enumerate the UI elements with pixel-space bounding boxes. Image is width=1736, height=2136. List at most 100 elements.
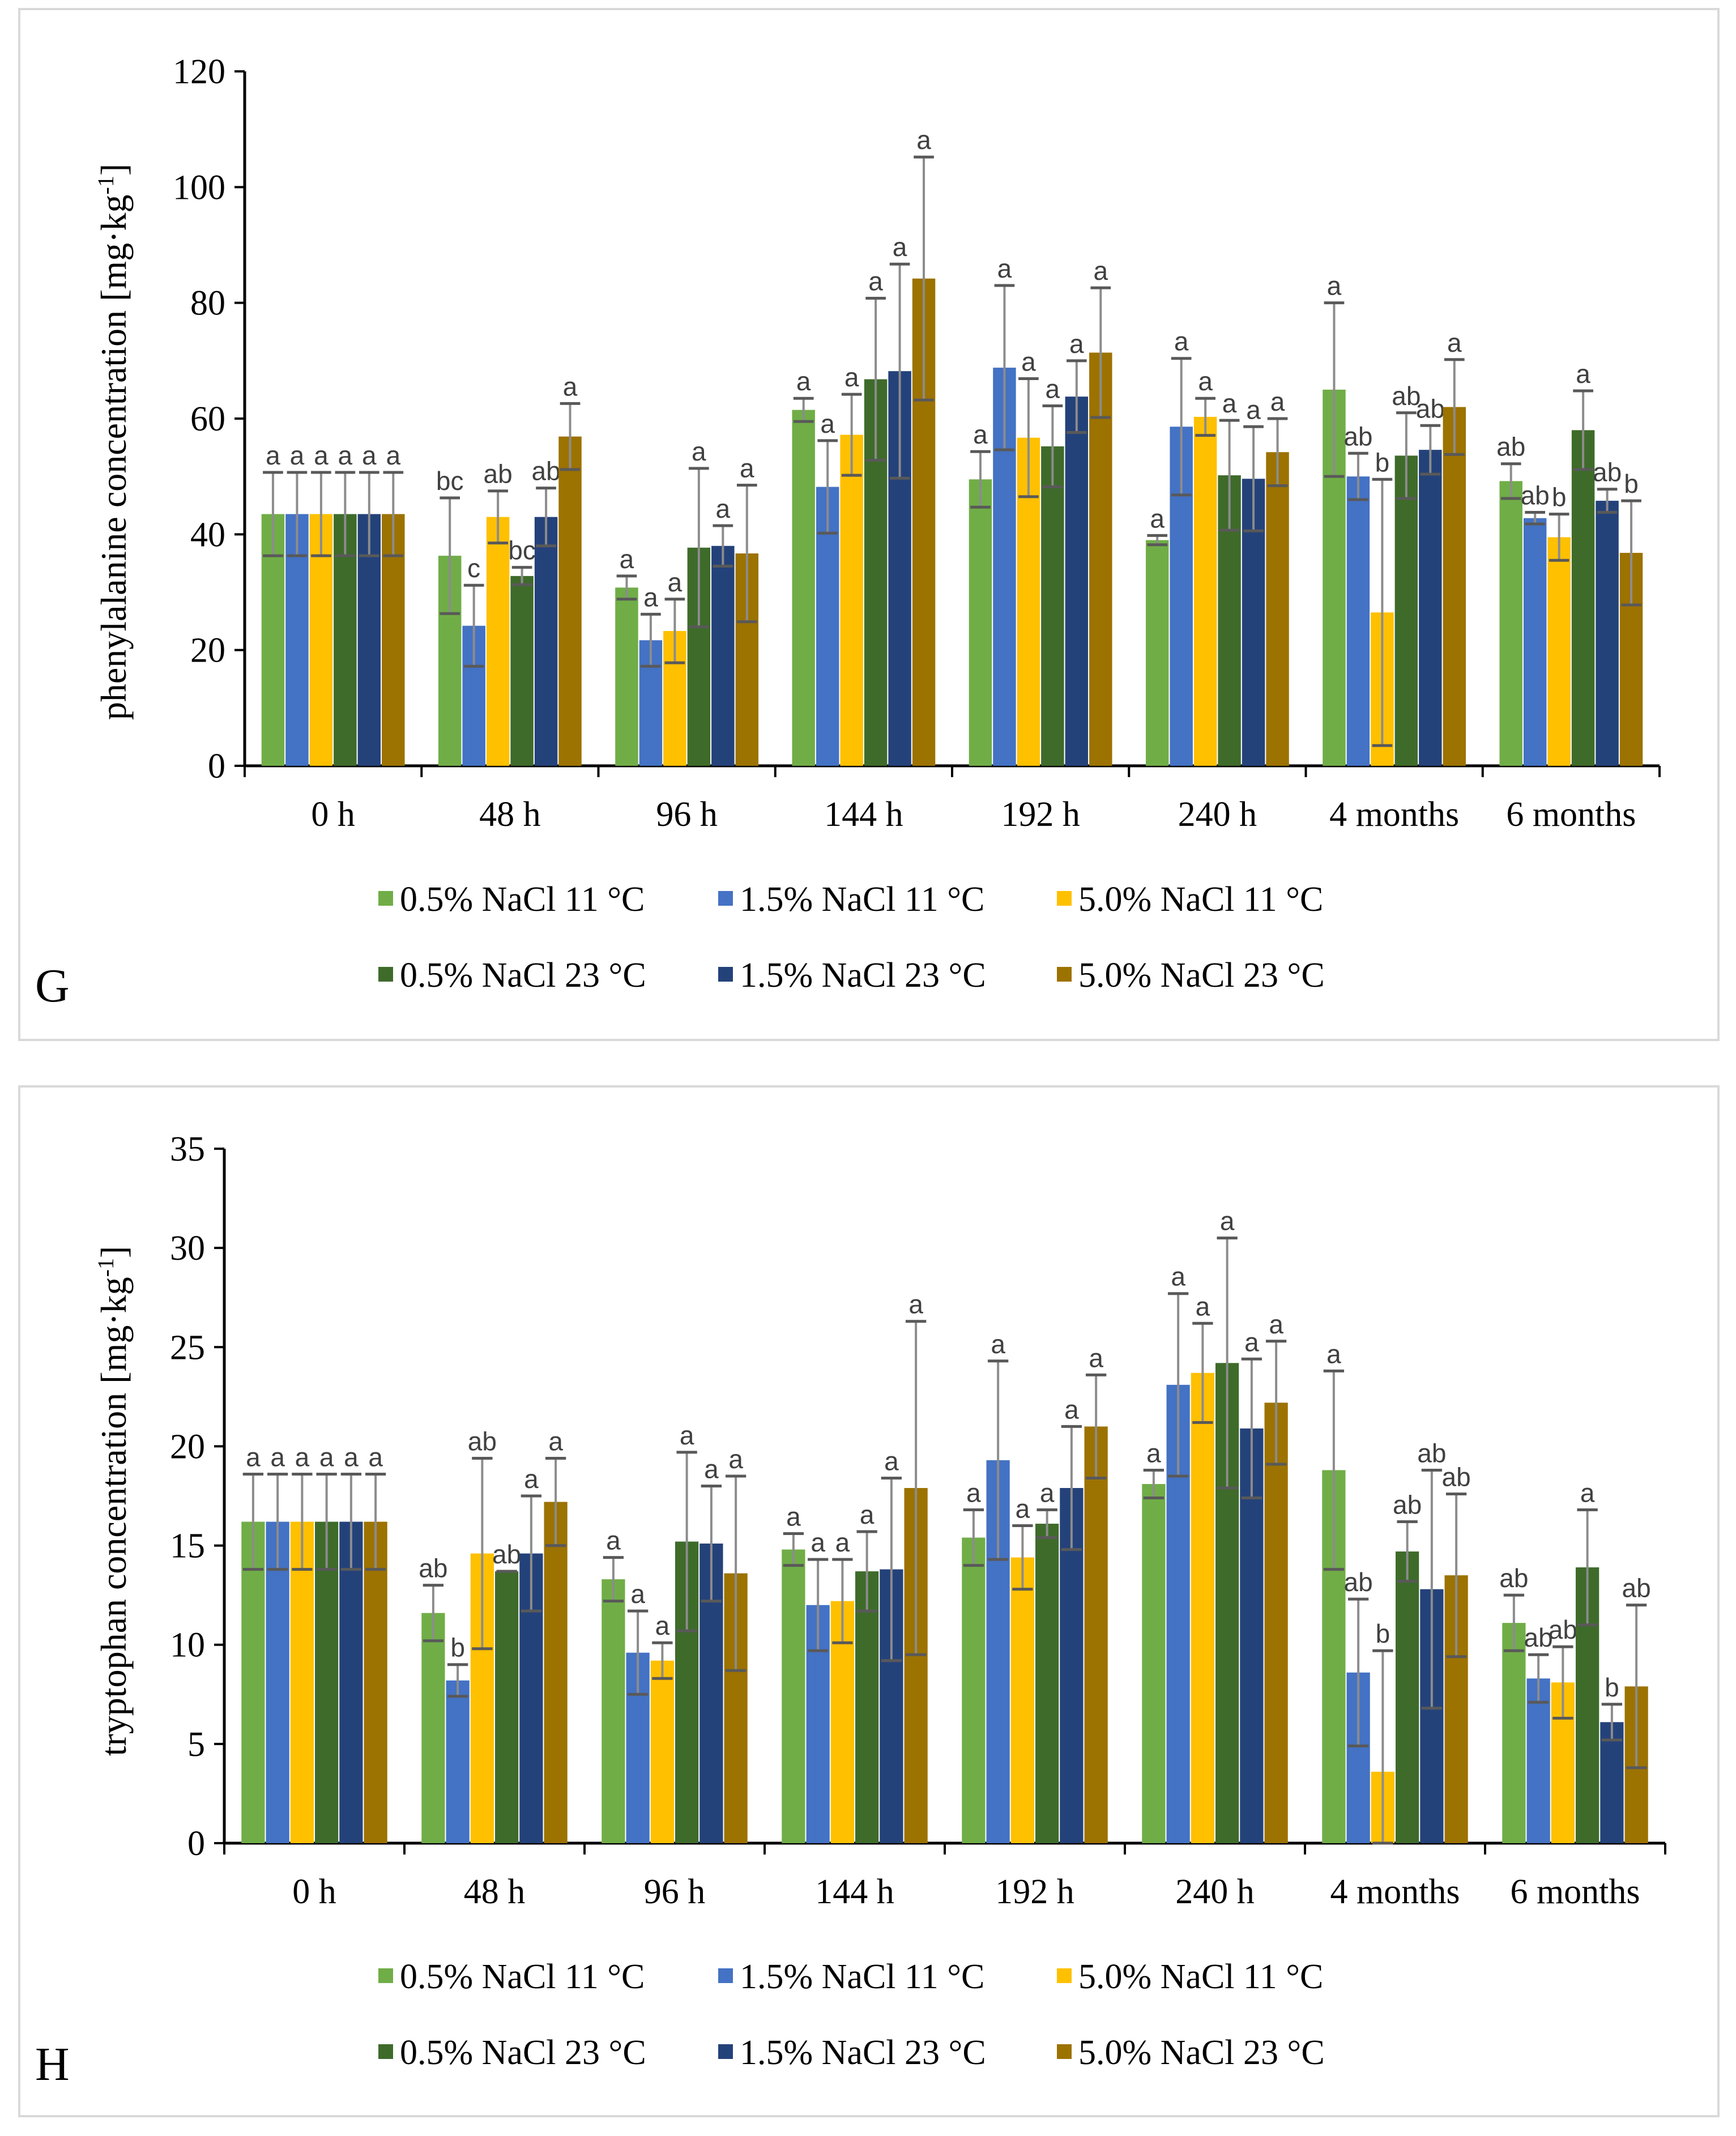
legend-label-1: 1.5% NaCl 11 °C	[740, 1958, 984, 1996]
legend-label-3: 0.5% NaCl 23 °C	[400, 2033, 646, 2072]
bar	[421, 1613, 445, 1843]
bar	[510, 575, 534, 766]
significance-label: a	[1327, 271, 1342, 301]
y-tick-label: 0	[208, 747, 225, 786]
significance-label: ab	[1344, 1567, 1373, 1597]
svg-text:phenylalanine concentration [m: phenylalanine concentration [mg·kg-1]	[93, 164, 134, 720]
significance-label: a	[643, 582, 658, 612]
significance-label: ab	[1622, 1574, 1651, 1603]
significance-label: a	[966, 1478, 981, 1508]
bar	[1145, 540, 1169, 766]
legend-label-5: 5.0% NaCl 23 °C	[1078, 956, 1325, 995]
x-tick-label: 192 h	[1001, 795, 1080, 834]
y-tick-label: 20	[190, 632, 225, 670]
significance-label: a	[319, 1442, 334, 1472]
significance-label: a	[1046, 374, 1060, 404]
legend-label-0: 0.5% NaCl 11 °C	[400, 880, 645, 919]
bar	[1089, 352, 1112, 766]
x-tick-label: 96 h	[656, 795, 718, 834]
y-axis-title-end: ]	[93, 1246, 134, 1258]
significance-label: b	[1624, 469, 1639, 498]
bar	[495, 1571, 519, 1843]
legend-swatch-5	[1057, 967, 1072, 982]
significance-label: a	[868, 266, 883, 296]
legend-label-3: 0.5% NaCl 23 °C	[400, 956, 646, 995]
bar	[315, 1521, 339, 1843]
bar	[855, 1571, 879, 1843]
y-axis-title-main: tryptophan concentration [mg·kg	[93, 1277, 134, 1756]
significance-label: ab	[468, 1426, 497, 1456]
significance-label: a	[997, 254, 1012, 283]
significance-label: b	[1605, 1673, 1619, 1702]
bar	[1084, 1426, 1108, 1843]
significance-label: ab	[1524, 1623, 1553, 1652]
significance-label: a	[1089, 1343, 1103, 1372]
significance-label: a	[1171, 1262, 1185, 1291]
x-tick-label: 4 months	[1329, 795, 1459, 834]
significance-label: a	[1093, 256, 1108, 285]
legend-swatch-0	[378, 1968, 393, 1983]
x-tick-label: 144 h	[824, 795, 903, 834]
significance-label: ab	[492, 1540, 521, 1569]
significance-label: a	[991, 1329, 1005, 1359]
x-tick-label: 240 h	[1178, 795, 1257, 834]
y-tick-label: 30	[170, 1229, 205, 1268]
significance-label: ab	[1521, 481, 1550, 510]
bar	[1419, 450, 1442, 766]
bar	[1396, 1551, 1419, 1843]
significance-label: a	[916, 125, 931, 155]
y-axis-title-sup: -1	[93, 1258, 118, 1277]
bar	[241, 1521, 265, 1843]
significance-label: a	[716, 494, 731, 523]
y-tick-label: 120	[173, 53, 225, 91]
svg-text:tryptophan concentration [mg·k: tryptophan concentration [mg·kg-1]	[93, 1246, 134, 1756]
legend-swatch-3	[378, 2044, 393, 2059]
x-tick-label: 4 months	[1330, 1873, 1460, 1911]
y-axis-title-main: phenylalanine concentration [mg·kg	[93, 194, 134, 720]
legend-swatch-5	[1057, 2044, 1072, 2059]
legend-swatch-2	[1057, 1968, 1072, 1983]
x-tick-label: 48 h	[479, 795, 541, 834]
bar	[1065, 396, 1089, 766]
significance-label: a	[1270, 387, 1285, 416]
significance-label: a	[1220, 1206, 1235, 1236]
significance-label: a	[1016, 1494, 1030, 1524]
bar	[1502, 1623, 1526, 1843]
significance-label: a	[1198, 366, 1213, 396]
bar	[266, 1521, 289, 1843]
significance-label: a	[908, 1290, 923, 1319]
bar	[1035, 1524, 1059, 1843]
bar	[962, 1537, 986, 1843]
significance-label: a	[680, 1421, 694, 1450]
bar	[1571, 430, 1595, 766]
legend-swatch-4	[718, 967, 733, 982]
y-axis-title-end: ]	[93, 164, 134, 176]
significance-label: a	[1269, 1310, 1283, 1339]
y-tick-label: 100	[173, 168, 225, 207]
significance-label: a	[1447, 328, 1462, 357]
bar	[1499, 481, 1522, 766]
significance-label: a	[620, 544, 634, 574]
bar	[364, 1521, 387, 1843]
significance-label: ab	[419, 1554, 447, 1583]
significance-label: a	[844, 363, 859, 392]
legend-label-1: 1.5% NaCl 11 °C	[740, 880, 984, 919]
significance-label: a	[820, 409, 835, 438]
y-tick-label: 0	[187, 1824, 205, 1863]
panel-letter: G	[35, 960, 70, 1012]
significance-label: b	[1552, 483, 1567, 512]
significance-label: b	[1375, 447, 1390, 477]
significance-label: a	[290, 441, 305, 470]
bar	[1264, 1402, 1288, 1843]
significance-label: a	[704, 1454, 719, 1483]
bar	[1526, 1678, 1550, 1843]
significance-label: ab	[1392, 381, 1421, 411]
y-tick-label: 20	[170, 1427, 205, 1466]
significance-label: a	[270, 1442, 285, 1472]
x-tick-label: 0 h	[311, 795, 355, 834]
x-tick-label: 240 h	[1175, 1873, 1255, 1911]
bar	[339, 1521, 363, 1843]
significance-label: a	[835, 1528, 850, 1557]
significance-label: a	[606, 1526, 621, 1555]
